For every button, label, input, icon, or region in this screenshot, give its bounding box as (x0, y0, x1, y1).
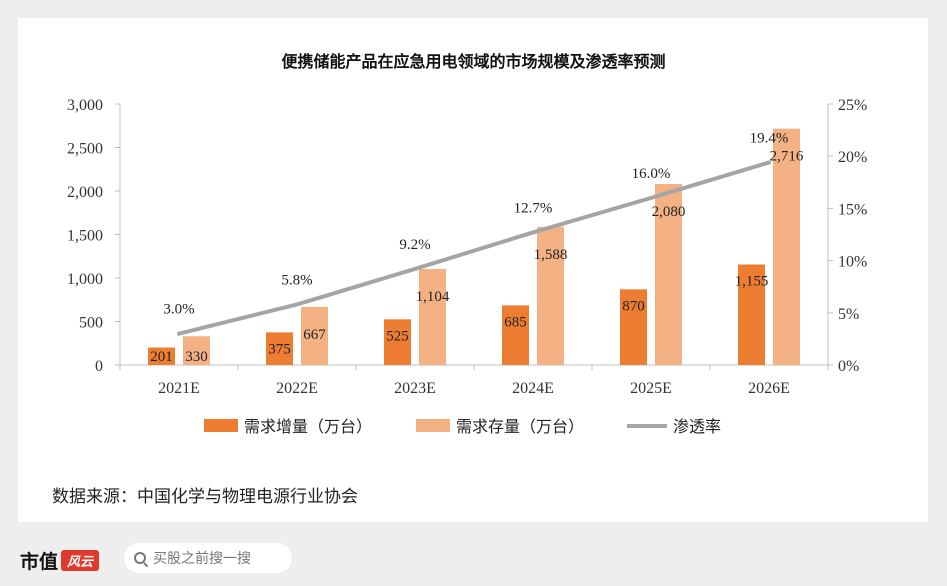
bar-data-label: 1,104 (416, 289, 450, 305)
chart-title: 便携储能产品在应急用电领域的市场规模及渗透率预测 (281, 52, 666, 71)
x-tick-label: 2022E (276, 380, 318, 397)
y-tick-label-right: 10% (838, 254, 867, 271)
y-tick-label-right: 20% (838, 149, 867, 166)
x-tick-label: 2026E (748, 380, 790, 397)
bar-data-label: 201 (150, 349, 173, 365)
line-data-label: 16.0% (632, 166, 671, 182)
bar-data-label: 870 (622, 298, 645, 314)
search-box[interactable]: 买股之前搜一搜 (124, 543, 292, 573)
legend-label: 需求存量（万台） (456, 417, 584, 436)
bar-stock (655, 184, 682, 365)
bar-stock (301, 306, 328, 365)
y-tick-label-left: 0 (95, 358, 103, 375)
line-data-label: 3.0% (163, 302, 194, 318)
bar-data-label: 330 (185, 349, 208, 365)
y-tick-label-left: 1,000 (67, 271, 103, 288)
bar-increment (738, 264, 765, 365)
x-tick-label: 2021E (158, 380, 200, 397)
chart-svg: 0 500 1,000 1,500 2,000 2,500 3,000 0% 5% 10% 15% 2… (67, 97, 867, 436)
y-tick-label-left: 1,500 (67, 228, 103, 245)
legend-swatch (204, 419, 238, 432)
x-tick-label: 2025E (630, 380, 672, 397)
data-source: 数据来源：中国化学与物理电源行业协会 (52, 487, 358, 507)
line-data-label: 12.7% (514, 200, 553, 216)
bar-data-label: 667 (303, 327, 326, 343)
y-tick-label-left: 3,000 (67, 97, 103, 114)
y-tick-label-right: 15% (838, 201, 867, 218)
y-tick-label-left: 2,000 (67, 184, 103, 201)
bar-stock (537, 226, 564, 365)
bar-data-label: 2,080 (652, 204, 686, 220)
search-icon (134, 551, 147, 565)
brand-badge: 风云 (61, 550, 100, 571)
line-data-label: 19.4% (750, 130, 789, 146)
bar-data-label: 685 (504, 314, 527, 330)
bar-stock (419, 268, 446, 365)
bar-stock (773, 128, 800, 365)
bar-data-label: 1,155 (735, 274, 769, 290)
penetration-line (177, 160, 771, 336)
bar-data-label: 2,716 (770, 149, 804, 165)
y-tick-label-right: 5% (838, 306, 859, 323)
line-data-label: 5.8% (281, 272, 312, 288)
x-tick-label: 2023E (394, 380, 436, 397)
y-tick-label-left: 2,500 (67, 141, 103, 158)
bar-stock (183, 336, 210, 365)
bar-data-label: 525 (386, 328, 409, 344)
bar-data-label: 375 (268, 341, 291, 357)
bar-increment (266, 332, 293, 365)
y-tick-label-right: 25% (838, 97, 867, 114)
brand-logo[interactable]: 市值 风云 (20, 547, 100, 574)
legend-label: 需求增量（万台） (244, 417, 372, 436)
x-tick-label: 2024E (512, 380, 554, 397)
search-placeholder: 买股之前搜一搜 (153, 551, 251, 567)
bar-increment (620, 289, 647, 365)
bar-data-label: 1,588 (534, 247, 568, 263)
bar-increment (502, 305, 529, 365)
y-tick-label-right: 0% (838, 358, 859, 375)
bar-increment (148, 347, 175, 365)
bar-increment (384, 319, 411, 365)
legend-swatch (416, 419, 450, 432)
footer-bar: 市值 风云 买股之前搜一搜 (0, 534, 947, 586)
y-tick-label-left: 500 (79, 315, 103, 332)
brand-name: 市值 (20, 551, 59, 573)
legend-label: 渗透率 (673, 417, 721, 436)
line-data-label: 9.2% (399, 237, 430, 253)
